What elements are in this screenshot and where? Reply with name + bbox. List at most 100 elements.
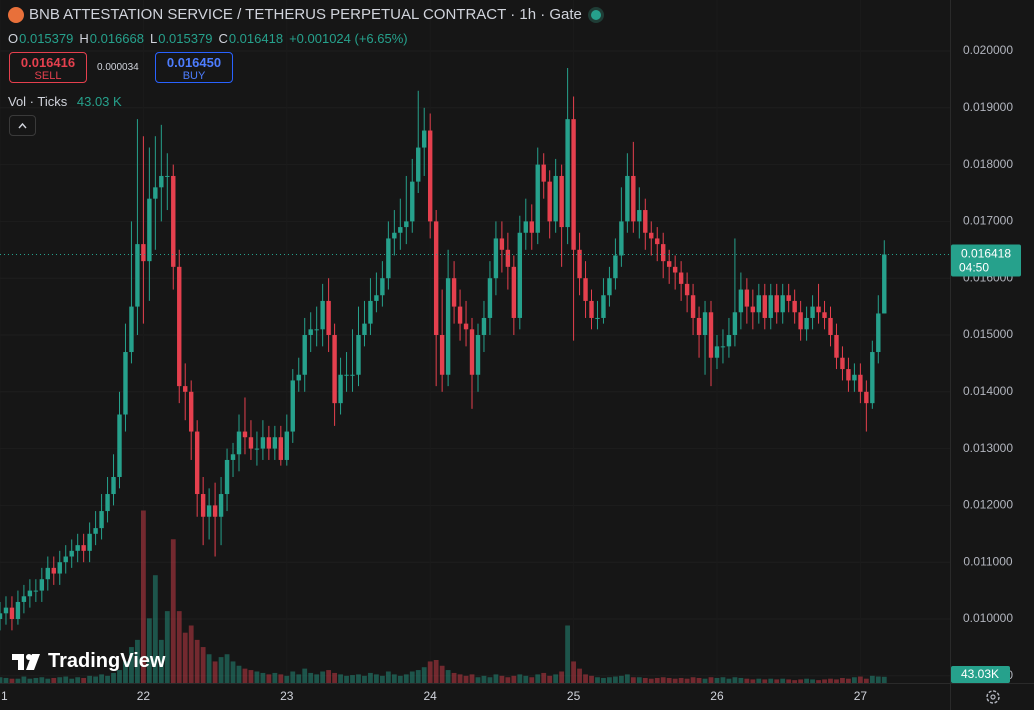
candle-body [404,221,409,228]
candle-body [344,374,349,376]
candle-body [792,300,797,313]
volume-bar [678,677,684,683]
volume-bar [39,677,45,683]
volume-bar [738,677,744,683]
last-price-label: 0.016418 [961,247,1011,261]
ohlc-key: L [149,31,158,46]
volume-bar [33,677,39,683]
y-tick-label: 0.015000 [963,327,1013,341]
candle-body [422,130,427,148]
candle-body [93,528,98,534]
volume-bar [403,674,409,683]
candle-body [876,313,881,353]
candle-body [631,175,636,222]
last-price-badge [951,244,1021,277]
x-tick-label: 23 [280,689,294,703]
candle-body [541,164,546,182]
buy-button[interactable]: 0.016450 BUY [155,52,233,83]
volume-bar [308,672,314,683]
candle-body [398,227,403,233]
volume-bar [768,678,774,683]
chevron-icon [18,122,27,129]
candle-body [613,255,618,279]
volume-bar [846,678,851,683]
candle-body [326,300,331,335]
volume-bar [260,672,266,683]
volume-bar [391,674,397,683]
candle-body [9,607,15,619]
volume-bar [613,676,618,683]
candle-body [702,312,708,335]
volume-bar [636,677,642,683]
settings-button[interactable] [986,690,1000,704]
volume-bar [421,667,427,683]
candle-body [183,386,188,392]
volume-bar [756,678,762,683]
candle-body [410,181,415,222]
candle-body [141,244,146,262]
candle-body [684,283,690,296]
volume-bar [559,671,565,683]
volume-bar [702,678,708,683]
volume-bar [63,676,69,683]
candle-body [21,596,27,602]
volume-badge-label: 43.03K [961,667,999,681]
candle-body [69,550,74,557]
volume-bar [511,675,517,683]
candle-body [15,601,21,619]
volume-bar [750,679,756,683]
candle-body [553,175,558,222]
candle-body [439,334,445,375]
x-tick-label: 26 [710,689,724,703]
candle-body [332,334,337,404]
y-tick-label: 0.018000 [963,157,1013,171]
volume-bar [290,671,296,683]
volume-bar [834,679,839,683]
volume-bar [27,678,33,683]
volume-legend: Vol · Ticks 43.03 K [8,94,122,109]
status-dot [590,9,601,20]
candle-body [738,289,744,313]
volume-bar [553,674,559,683]
candle-body [523,221,528,233]
volume-bar [589,675,594,683]
volume-bar [415,670,421,683]
volume-bar [296,674,302,683]
volume-bar [9,678,15,683]
volume-bar [624,674,630,683]
candle-body [595,317,600,319]
candle-body [756,295,762,313]
collapse-button[interactable] [9,115,36,136]
volume-bar [481,675,487,683]
volume-bar [654,677,660,683]
candle-body [266,437,272,449]
volume-bar [822,679,827,683]
volume-bar [332,672,337,683]
candle-body [601,295,606,318]
candle-body [99,511,104,529]
volume-bar [601,677,606,683]
candle-body [870,352,875,404]
candle-body [380,278,385,296]
candle-body [33,590,39,592]
x-tick-label: 1 [1,689,8,703]
candle-body [147,198,152,262]
x-tick-label: 24 [424,689,438,703]
volume-bar [188,625,194,683]
volume-bar [840,677,845,683]
candle-body [75,545,80,551]
candle-body [565,119,570,228]
volume-bar [451,672,457,683]
volume-bar [320,671,326,683]
candle-body [392,232,397,239]
sell-button[interactable]: 0.016416 SELL [9,52,87,83]
buy-label: BUY [182,70,206,82]
volume-bar [350,675,355,683]
volume-bar [475,677,481,683]
volume-bar [409,671,415,683]
x-tick-label: 25 [567,689,581,703]
y-tick-label: 0.011000 [963,554,1012,568]
candle-body [666,261,672,267]
candle-body [744,289,750,307]
volume-bar [672,678,678,683]
